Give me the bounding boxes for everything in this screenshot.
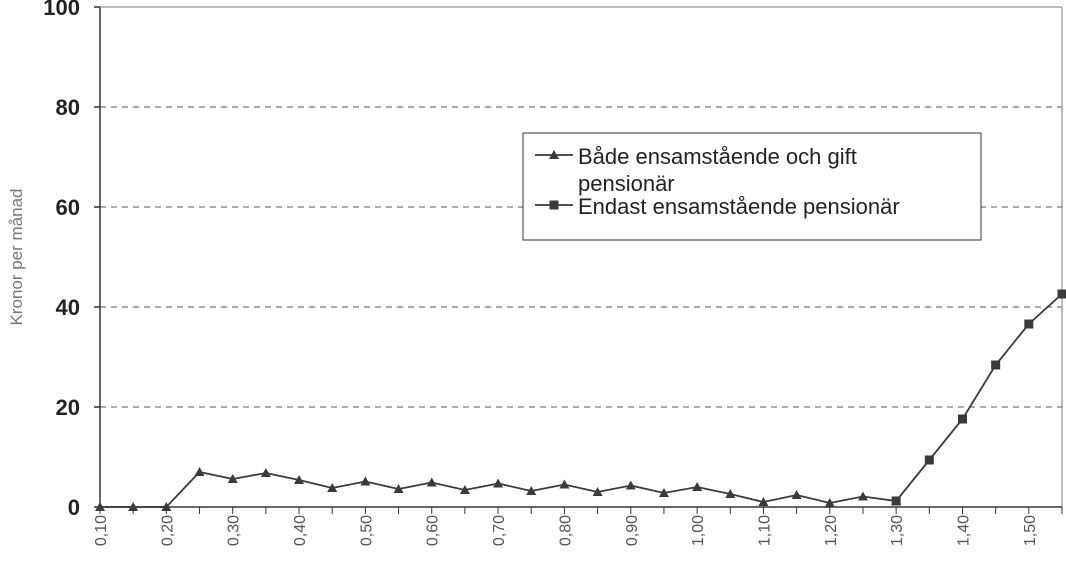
data-point-square xyxy=(924,455,934,465)
data-point-triangle xyxy=(161,502,172,511)
data-point-square xyxy=(1057,289,1066,299)
data-point-triangle xyxy=(294,475,305,484)
legend-label-single: Endast ensamstående pensionär xyxy=(578,194,900,219)
data-point-square xyxy=(891,496,901,506)
data-point-triangle xyxy=(327,483,338,492)
data-point-square xyxy=(1024,319,1034,329)
data-point-triangle xyxy=(459,485,470,494)
x-tick-label: 0,40 xyxy=(292,515,309,546)
x-tick-label: 1,20 xyxy=(823,515,840,546)
data-point-triangle xyxy=(857,491,868,501)
x-tick-label: 1,40 xyxy=(955,515,972,546)
series-line-single xyxy=(895,293,1063,502)
legend-square xyxy=(549,200,559,210)
data-point-triangle xyxy=(725,489,736,498)
data-point-triangle xyxy=(559,479,570,489)
data-point-triangle xyxy=(128,502,139,511)
data-point-triangle xyxy=(758,497,769,506)
x-tick-label: 1,00 xyxy=(690,515,707,546)
data-point-triangle xyxy=(393,484,404,493)
data-point-square xyxy=(957,414,967,424)
y-tick-label: 80 xyxy=(56,95,80,120)
data-point-triangle xyxy=(194,467,205,476)
legend: Både ensamstående och gift pensionär Enda… xyxy=(522,132,982,241)
legend-entry-both: Både ensamstående och gift pensionär xyxy=(535,144,857,196)
data-point-triangle xyxy=(227,474,238,483)
x-tick-label: 0,70 xyxy=(491,515,508,546)
y-axis-label: Kronor per månad xyxy=(7,188,26,325)
series-line-both xyxy=(100,471,897,508)
axes xyxy=(94,6,1063,514)
legend-marker-triangle xyxy=(549,150,559,159)
legend-marker-square xyxy=(549,200,559,210)
data-point-triangle xyxy=(592,487,603,496)
data-point-triangle xyxy=(426,477,437,487)
y-tick-label: 20 xyxy=(56,395,80,420)
legend-box xyxy=(522,132,982,241)
data-point-triangle xyxy=(625,480,636,490)
x-tick-labels: 0,10 0,20 0,30 0,40 0,50 0,60 0,70 0,80 0,90 1,00… xyxy=(93,515,1039,546)
data-point-triangle xyxy=(791,490,802,499)
x-tick-label: 0,10 xyxy=(93,515,110,546)
x-tick-label: 0,60 xyxy=(425,515,442,546)
x-tick-label: 0,30 xyxy=(226,515,243,546)
data-point-triangle xyxy=(692,482,703,491)
data-point-triangle xyxy=(526,486,537,495)
legend-triangle xyxy=(549,150,559,159)
data-point-triangle xyxy=(493,478,504,488)
y-tick-label: 100 xyxy=(43,0,80,20)
data-point-triangle xyxy=(95,502,105,511)
y-tick-labels: 0 20 40 60 80 100 xyxy=(43,0,80,520)
data-point-triangle xyxy=(360,476,371,486)
y-tick-label: 40 xyxy=(56,295,80,320)
x-tick-label: 0,50 xyxy=(358,515,375,546)
legend-text-line: Både ensamstående och gift xyxy=(578,144,857,169)
x-tick-label: 1,50 xyxy=(1022,515,1039,546)
legend-entry-single: Endast ensamstående pensionär xyxy=(535,194,900,219)
series-lines xyxy=(95,289,1066,511)
data-point-triangle xyxy=(658,488,669,497)
x-tick-label: 0,20 xyxy=(159,515,176,546)
y-tick-label: 0 xyxy=(68,495,80,520)
legend-text-line: pensionär xyxy=(578,171,675,196)
x-tick-label: 0,90 xyxy=(624,515,641,546)
x-tick-label: 1,30 xyxy=(889,515,906,546)
data-point-triangle xyxy=(260,468,271,477)
y-tick-label: 60 xyxy=(56,195,80,220)
x-tick-label: 1,10 xyxy=(756,515,773,546)
data-point-square xyxy=(991,360,1001,370)
legend-label-both: Både ensamstående och gift pensionär xyxy=(578,144,857,196)
data-point-triangle xyxy=(824,498,835,507)
x-tick-label: 0,80 xyxy=(557,515,574,546)
